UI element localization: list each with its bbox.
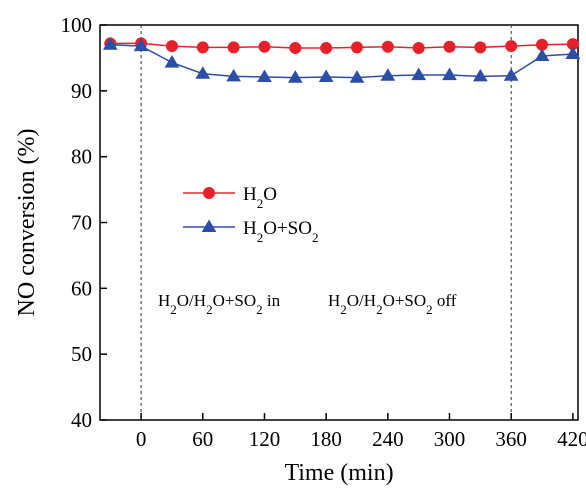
- x-axis-title: Time (min): [284, 460, 393, 486]
- legend: H2O H2O+SO2: [183, 184, 318, 245]
- data-point: [381, 40, 394, 53]
- plot-frame: [99, 24, 579, 421]
- annotation-in: H2O/H2O+SO2 in: [158, 291, 281, 317]
- data-point: [201, 219, 217, 233]
- data-point: [203, 187, 215, 199]
- y-tick-label: 50: [71, 342, 92, 366]
- y-tick-label: 70: [71, 211, 92, 235]
- data-point: [442, 67, 457, 81]
- y-axis-title: NO conversion (%): [14, 129, 40, 317]
- vertical-marker-lines: [140, 25, 512, 420]
- annotation-off: H2O/H2O+SO2 off: [328, 291, 457, 317]
- x-tick-label: 60: [192, 427, 213, 451]
- series-layer: [102, 37, 581, 83]
- data-point: [380, 68, 396, 81]
- data-point: [257, 69, 272, 83]
- annotations: H2O/H2O+SO2 in H2O/H2O+SO2 off: [158, 291, 457, 317]
- data-point: [443, 40, 456, 53]
- data-point: [287, 70, 303, 83]
- y-tick-label: 80: [71, 145, 92, 169]
- x-tick-label: 360: [495, 427, 527, 451]
- series-line: [110, 42, 573, 49]
- x-tick-label: 180: [310, 427, 342, 451]
- x-axis: 0 60 120 180 240 300 360 420: [136, 413, 586, 451]
- data-point: [102, 37, 118, 50]
- data-point: [472, 68, 488, 82]
- series-line: [110, 44, 573, 79]
- data-point: [565, 46, 581, 60]
- series-h2o-so2: [102, 37, 581, 83]
- x-tick-label: 240: [372, 427, 404, 451]
- y-tick-label: 60: [71, 276, 92, 300]
- data-point: [165, 40, 178, 53]
- series-h2o: [104, 37, 579, 55]
- data-point: [227, 41, 240, 54]
- data-point: [226, 68, 242, 82]
- data-point: [164, 55, 180, 68]
- data-point: [534, 48, 550, 61]
- data-point: [258, 40, 271, 53]
- data-point: [320, 42, 333, 55]
- data-point: [474, 41, 487, 54]
- data-point: [412, 42, 425, 55]
- y-axis: 40 50 60 70 80 90 100: [61, 13, 107, 432]
- data-point: [195, 66, 211, 79]
- data-point: [196, 41, 209, 54]
- x-tick-label: 420: [557, 427, 586, 451]
- data-point: [133, 38, 149, 52]
- data-point: [318, 69, 334, 83]
- legend-label: H2O: [243, 184, 277, 211]
- x-tick-label: 120: [249, 427, 281, 451]
- data-point: [503, 68, 519, 81]
- x-tick-label: 0: [136, 427, 147, 451]
- data-point: [350, 41, 363, 54]
- data-point: [349, 70, 365, 83]
- data-point: [289, 42, 302, 55]
- y-tick-label: 40: [71, 408, 92, 432]
- legend-label: H2O+SO2: [243, 218, 318, 245]
- y-tick-label: 90: [71, 79, 92, 103]
- data-point: [505, 40, 518, 53]
- y-tick-label: 100: [61, 13, 93, 37]
- x-tick-label: 300: [434, 427, 466, 451]
- data-point: [411, 67, 427, 81]
